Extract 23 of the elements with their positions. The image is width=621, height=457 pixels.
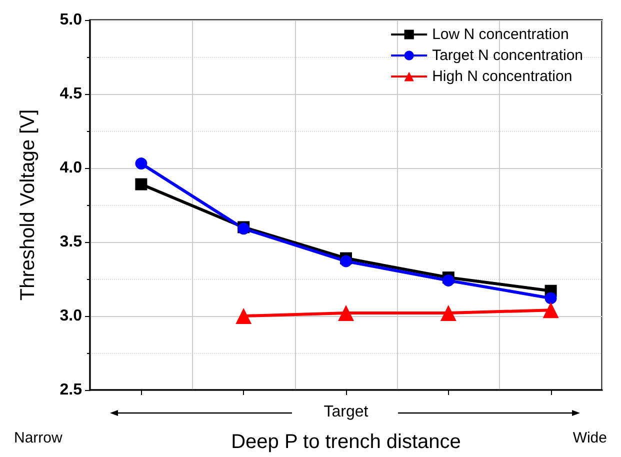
y-tick-label: 4.0 [60,160,82,176]
point [340,255,352,268]
text: Target [324,404,369,420]
legend-label: Target N concentration [432,47,584,64]
y-tick-label: 5.0 [60,12,82,28]
point [135,158,148,170]
legend-label: High N concentration [432,68,572,85]
point [542,302,559,318]
text: Narrow [14,430,63,446]
point [544,292,557,304]
point [135,178,148,190]
legend-label: Low N concentration [432,26,569,43]
y-axis-title: Threshold Voltage [V] [17,109,39,301]
point [236,308,252,324]
point [338,305,354,322]
point [442,274,454,286]
y-tick-label: 2.5 [60,382,82,398]
y-tick-label: 3.5 [60,234,82,250]
y-tick-label: 3.0 [60,308,82,324]
x-axis-title: Deep P to trench distance [231,431,461,453]
text: Wide [572,430,607,446]
y-tick-label: 4.5 [60,86,82,102]
point [440,305,456,322]
